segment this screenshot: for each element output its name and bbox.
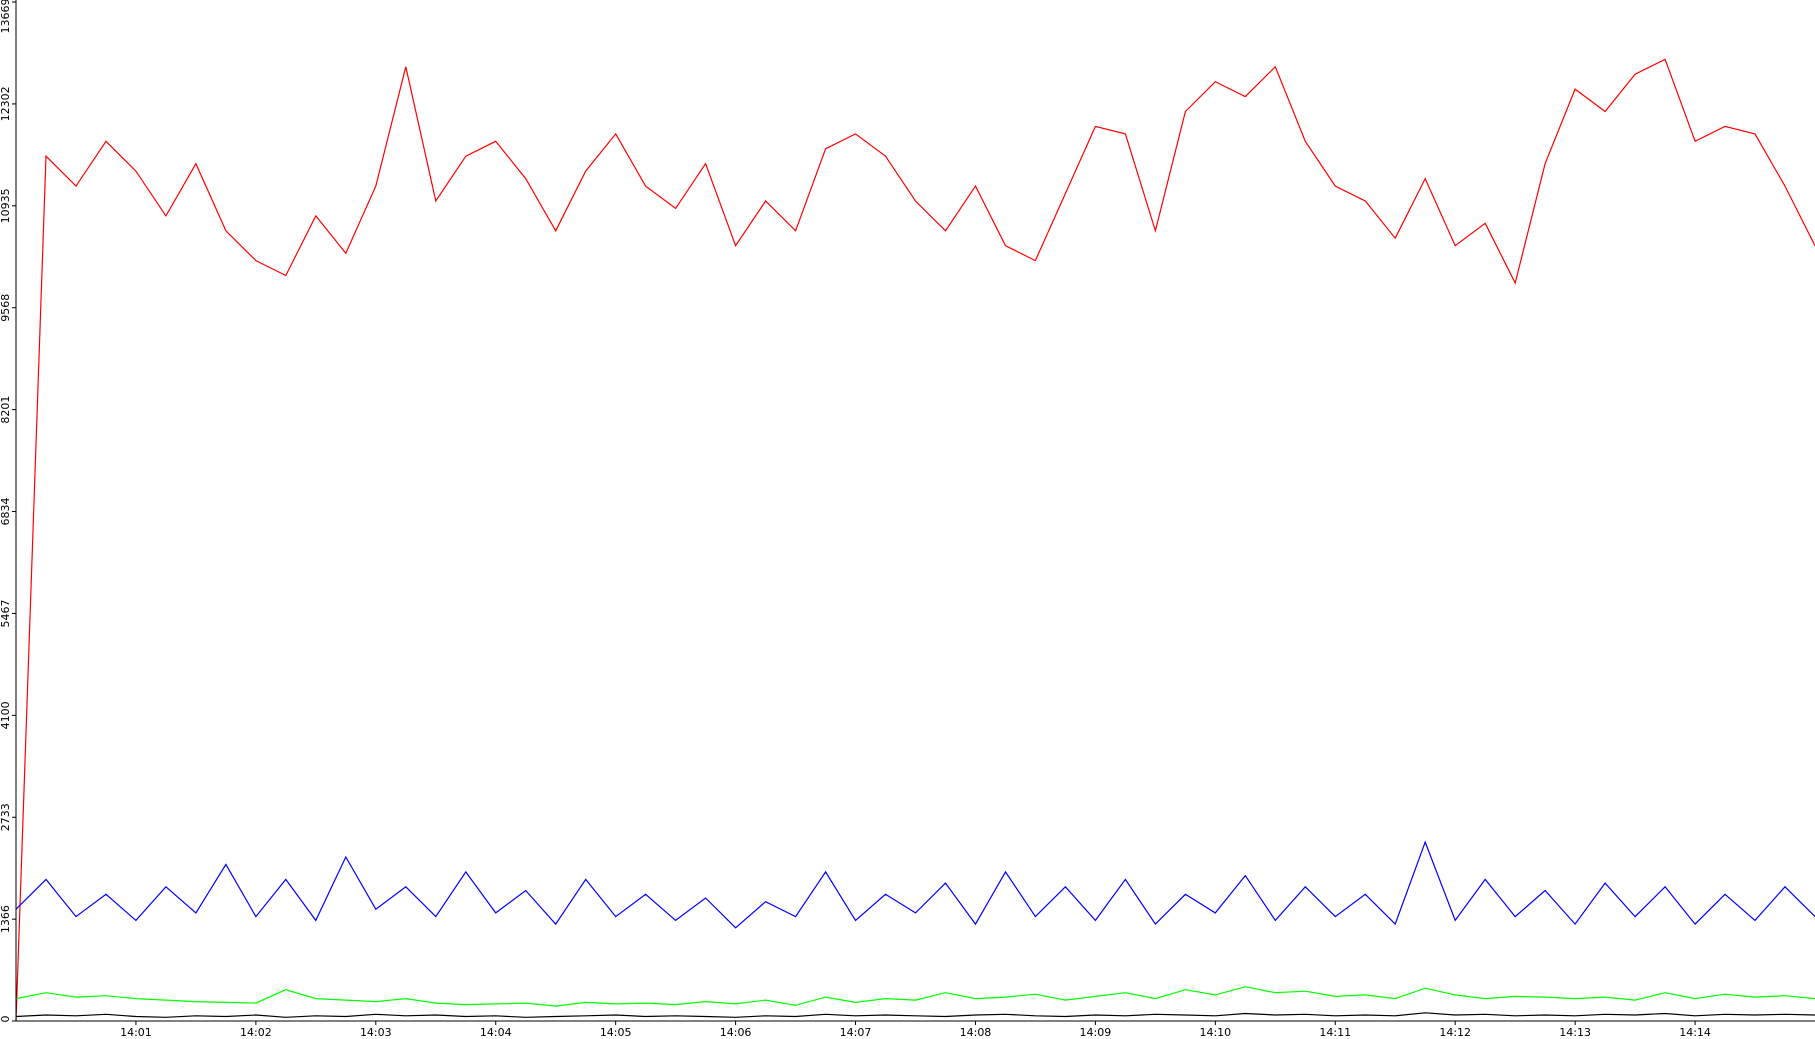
y-tick-label: 4100: [0, 701, 12, 729]
y-tick-label: 1366: [0, 905, 12, 933]
y-tick-label: 12302: [0, 86, 12, 121]
x-tick-label: 14:14: [1679, 1026, 1711, 1039]
x-tick-label: 14:04: [480, 1026, 512, 1039]
series-line: [15, 840, 1815, 929]
y-tick-label: 10935: [0, 188, 12, 223]
x-tick-label: 14:09: [1080, 1026, 1112, 1039]
x-tick-label: 14:03: [360, 1026, 392, 1039]
y-tick-label: 5467: [0, 599, 12, 627]
x-tick-label: 14:08: [960, 1026, 992, 1039]
y-tick-label: 0: [0, 1016, 12, 1023]
y-tick-label: 2733: [0, 803, 12, 831]
x-tick-label: 14:05: [600, 1026, 632, 1039]
x-tick-label: 14:11: [1319, 1026, 1351, 1039]
y-tick-label: 8201: [0, 396, 12, 424]
y-tick-label: 13669: [0, 0, 12, 34]
x-tick-label: 14:10: [1199, 1026, 1231, 1039]
x-tick-label: 14:07: [840, 1026, 872, 1039]
series-line: [15, 1012, 1815, 1018]
x-tick-label: 14:02: [240, 1026, 272, 1039]
x-tick-label: 14:01: [120, 1026, 152, 1039]
x-tick-label: 14:12: [1439, 1026, 1471, 1039]
x-tick-label: 14:06: [720, 1026, 752, 1039]
x-tick-label: 14:13: [1559, 1026, 1591, 1039]
y-tick-label: 6834: [0, 498, 12, 526]
series-line: [15, 58, 1815, 1022]
y-tick-label: 9568: [0, 294, 12, 322]
series-line: [15, 986, 1815, 1007]
